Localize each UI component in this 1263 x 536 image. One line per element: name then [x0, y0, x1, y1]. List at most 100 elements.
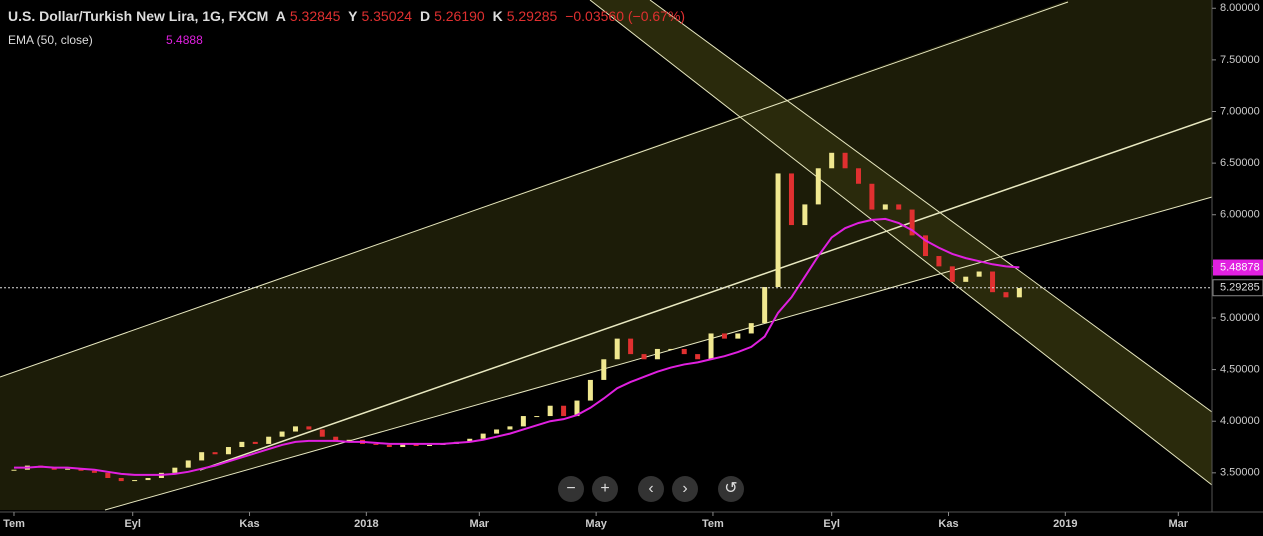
close: 5.29285 — [506, 8, 558, 24]
candle — [855, 168, 861, 184]
price-tag — [1213, 259, 1263, 276]
scroll-right[interactable]: › — [672, 476, 698, 502]
header: U.S. Dollar/Turkish New Lira, 1G, FXCM A… — [8, 8, 689, 24]
zoom-in[interactable]: + — [592, 476, 618, 502]
candle — [118, 477, 124, 482]
indicator-name: EMA (50, close) — [8, 33, 93, 47]
candle — [1003, 292, 1009, 298]
candle — [708, 333, 714, 360]
candle — [614, 338, 620, 360]
candle — [587, 379, 593, 401]
rising-channel — [0, 0, 1212, 510]
candle — [239, 441, 245, 448]
candle — [923, 235, 929, 257]
candle — [507, 426, 513, 430]
channel-line — [649, 0, 1213, 413]
candle — [199, 452, 205, 461]
candle — [896, 204, 902, 210]
y-tick-label: 4.00000 — [1220, 415, 1260, 427]
candle — [547, 405, 553, 417]
candle — [346, 439, 352, 442]
zoom-out[interactable]: − — [558, 476, 584, 502]
toolbar: − + ‹ › ↺ — [558, 476, 744, 502]
last-price-label: 5.29285 — [1220, 282, 1260, 294]
candle — [909, 209, 915, 236]
candle — [212, 452, 218, 455]
price-tag — [1212, 279, 1263, 297]
x-tick-label: 2019 — [1053, 518, 1077, 530]
candle — [869, 183, 875, 210]
y-tick-label: 3.50000 — [1220, 467, 1260, 479]
candle — [105, 472, 111, 478]
x-tick-label: Mar — [1169, 518, 1189, 530]
x-tick-label: 2018 — [354, 518, 378, 530]
candle — [748, 323, 754, 334]
x-tick-label: Kas — [938, 518, 958, 530]
candle — [65, 468, 71, 470]
candle — [628, 338, 634, 355]
candle — [775, 173, 781, 288]
candle — [936, 256, 942, 267]
candle — [132, 480, 138, 482]
candle — [306, 426, 312, 430]
y-tick-label: 8.00000 — [1220, 2, 1260, 14]
candle — [829, 152, 835, 169]
candle — [815, 168, 821, 205]
candle — [467, 438, 473, 442]
candle — [963, 276, 969, 282]
candle — [172, 467, 178, 473]
candle — [225, 447, 231, 455]
candle — [668, 348, 674, 350]
candle — [842, 152, 848, 169]
x-tick-label: Tem — [3, 518, 25, 530]
candle — [695, 354, 701, 360]
x-tick-label: Kas — [239, 518, 259, 530]
candle — [11, 469, 17, 471]
label: D — [419, 8, 431, 24]
y-tick-label: 5.00000 — [1220, 312, 1260, 324]
candle — [788, 173, 794, 226]
candle — [1016, 288, 1022, 298]
reset[interactable]: ↺ — [718, 476, 744, 502]
candle — [279, 431, 285, 437]
candle — [601, 359, 607, 380]
candle — [51, 467, 57, 470]
x-tick-label: May — [585, 518, 607, 530]
candle — [574, 400, 580, 417]
y-tick-label: 7.00000 — [1220, 105, 1260, 117]
label: Y — [348, 8, 358, 24]
candle — [413, 443, 419, 446]
high: 5.35024 — [361, 8, 413, 24]
candle — [319, 429, 325, 437]
candle — [91, 470, 97, 473]
change: −0.03560 (−0.67%) — [565, 8, 686, 24]
candle — [762, 287, 768, 324]
ema-line — [13, 217, 1020, 476]
candle — [990, 271, 996, 293]
candle — [681, 348, 687, 355]
candle — [373, 443, 379, 445]
y-tick-label: 6.00000 — [1220, 209, 1260, 221]
candle — [427, 444, 433, 446]
indicator[interactable]: EMA (50, close) 5.4888 — [8, 33, 203, 47]
label: K — [492, 8, 503, 24]
low: 5.26190 — [434, 8, 485, 24]
candle — [494, 429, 500, 434]
candle — [400, 443, 406, 448]
x-tick-label: Eyl — [823, 518, 840, 530]
candle — [721, 333, 727, 339]
symbol: U.S. Dollar/Turkish New Lira, 1G, FXCM — [8, 8, 269, 24]
candle — [386, 444, 392, 448]
candle — [480, 433, 486, 439]
open: 5.32845 — [289, 8, 341, 24]
candle — [882, 204, 888, 210]
channel-line — [199, 117, 1213, 471]
scroll-left[interactable]: ‹ — [638, 476, 664, 502]
y-tick-label: 4.50000 — [1220, 364, 1260, 376]
ema-last-label: 5.48878 — [1220, 261, 1260, 273]
candle — [520, 416, 526, 427]
x-tick-label: Tem — [702, 518, 724, 530]
candle — [561, 405, 567, 417]
